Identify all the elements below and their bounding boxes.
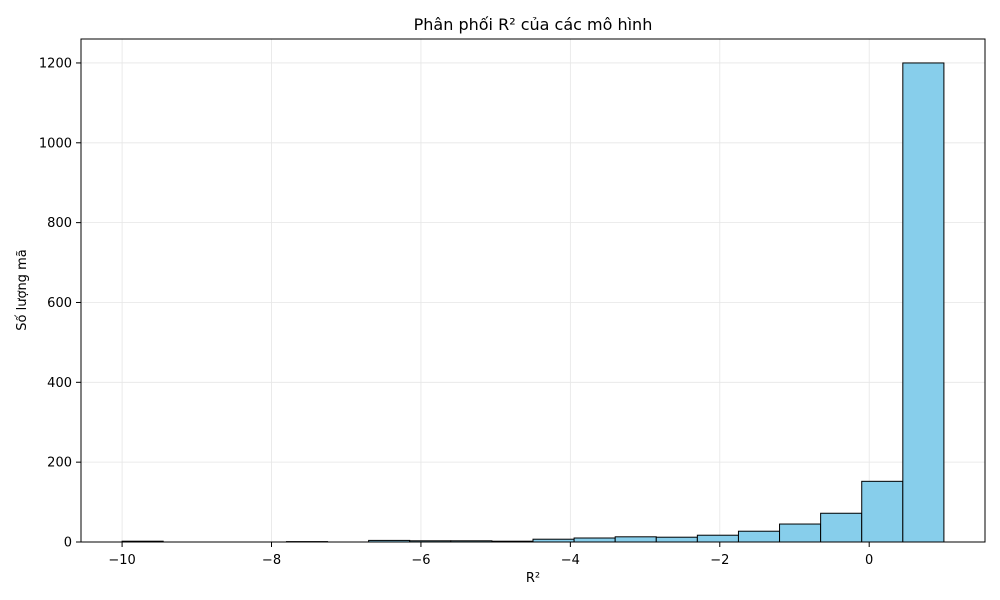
x-axis-label: R²: [526, 571, 540, 586]
y-tick-label: 600: [47, 296, 72, 311]
x-tick-label: 0: [865, 553, 873, 568]
chart-title: Phân phối R² của các mô hình: [414, 15, 653, 34]
histogram-bar: [861, 480, 904, 543]
histogram-bar: [902, 62, 945, 543]
histogram-bar: [655, 536, 698, 543]
histogram-bar: [779, 523, 822, 543]
y-axis-ticks: 0 200 400 600 800 1000 1200: [39, 56, 81, 551]
y-tick-label: 200: [47, 456, 72, 471]
y-tick-label: 800: [47, 216, 72, 231]
x-tick-label: −4: [561, 553, 580, 568]
grid: [81, 39, 985, 543]
plot-area-frame: [80, 38, 986, 543]
x-tick-label: −8: [262, 553, 281, 568]
x-tick-label: −6: [411, 553, 430, 568]
x-tick-label: −10: [108, 553, 135, 568]
histogram-bar: [573, 537, 616, 543]
histogram-bars: [121, 62, 945, 543]
y-tick-label: 1200: [39, 56, 72, 71]
x-axis-ticks: −10 −8 −6 −4 −2 0: [108, 542, 873, 568]
y-axis-label: Số lượng mã: [15, 249, 30, 330]
histogram-bar: [614, 536, 657, 543]
histogram-bar: [737, 530, 781, 543]
histogram-bar: [696, 534, 739, 543]
y-tick-label: 0: [64, 536, 72, 551]
histogram-bar: [820, 512, 863, 543]
y-tick-label: 1000: [39, 136, 72, 151]
y-tick-label: 400: [47, 376, 72, 391]
x-tick-label: −2: [710, 553, 729, 568]
